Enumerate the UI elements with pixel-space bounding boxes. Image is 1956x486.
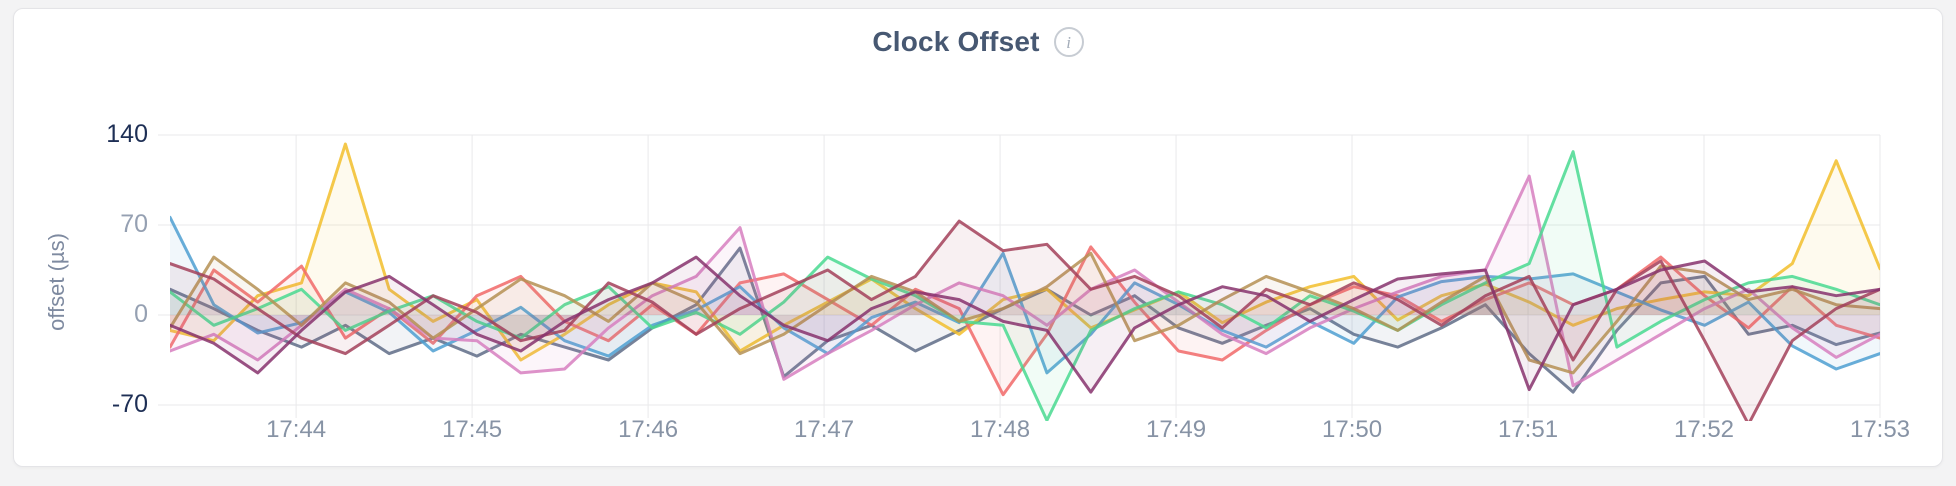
series-line-s5	[170, 174, 1880, 388]
series-area-s7	[170, 253, 1880, 373]
x-tick-label: 17:45	[442, 416, 503, 443]
series-line-s2	[170, 142, 1880, 362]
x-tick-label: 17:52	[1673, 416, 1735, 443]
y-tick-label: 140	[106, 119, 148, 148]
series-line-s8	[170, 219, 1880, 421]
x-tick-label: 17:51	[1497, 416, 1559, 443]
x-tick-label: 17:53	[1849, 416, 1911, 443]
x-tick-label: 17:46	[618, 416, 679, 443]
x-tick-label: 17:48	[970, 416, 1031, 443]
series-area-s5	[170, 176, 1880, 386]
x-tick-label: 17:50	[1322, 416, 1383, 443]
series-area-s3	[170, 246, 1880, 395]
series-area-s4	[170, 217, 1880, 373]
x-tick-label: 17:49	[1146, 416, 1207, 443]
x-tick-label: 17:44	[266, 416, 327, 443]
y-tick-label: -70	[111, 389, 148, 418]
series-area-s8	[170, 221, 1880, 421]
series-line-s9	[170, 255, 1880, 394]
y-tick-label: 0	[134, 299, 148, 328]
series-area-s2	[170, 144, 1880, 360]
series-line-s7	[170, 251, 1880, 375]
x-tick-label: 17:47	[794, 416, 855, 443]
info-icon[interactable]: i	[1053, 27, 1084, 57]
y-tick-label: 70	[120, 209, 148, 238]
chart-card	[13, 8, 1943, 467]
series-line-s6	[170, 150, 1880, 421]
series-area-s6	[170, 151, 1880, 421]
